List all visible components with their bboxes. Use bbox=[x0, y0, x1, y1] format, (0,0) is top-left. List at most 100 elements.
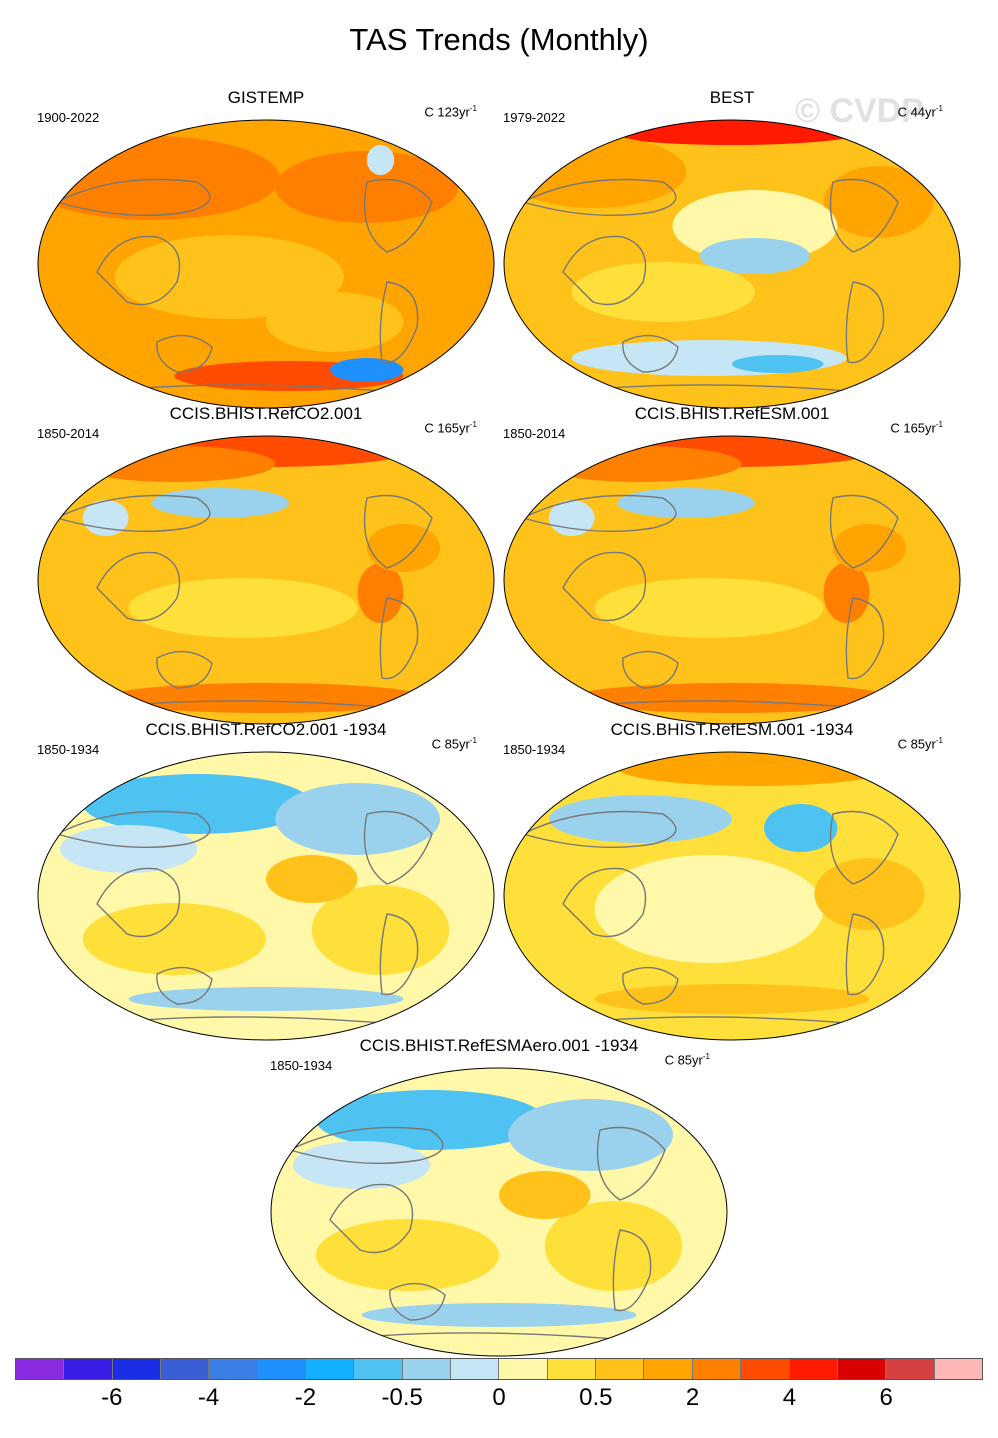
anomaly-region bbox=[764, 804, 838, 852]
panel-period: 1850-2014 bbox=[37, 426, 100, 441]
panel-units: C 44yr-1 bbox=[897, 104, 943, 120]
coastline bbox=[379, 597, 419, 680]
map-panel-refesm: CCIS.BHIST.RefESM.001 1850-2014 C 165yr-… bbox=[503, 404, 961, 728]
panel-period: 1979-2022 bbox=[503, 110, 566, 125]
anomaly-region bbox=[82, 903, 267, 975]
anomaly-region bbox=[105, 683, 427, 713]
globe-outline bbox=[503, 751, 961, 1041]
map-panel-refesm-1934: CCIS.BHIST.RefESM.001 -1934 1850-1934 C … bbox=[503, 720, 961, 1044]
colorbar-swatch bbox=[886, 1359, 935, 1379]
colorbar-tick-label: 4 bbox=[782, 1384, 797, 1411]
panel-period: 1850-1934 bbox=[270, 1058, 333, 1073]
anomaly-region bbox=[508, 1099, 674, 1171]
coastline bbox=[156, 966, 213, 1005]
coastline bbox=[612, 1229, 652, 1312]
coastline bbox=[845, 913, 885, 996]
figure-title: TAS Trends (Monthly) bbox=[349, 22, 649, 57]
watermark: © CVDP bbox=[795, 92, 924, 130]
anomaly-region bbox=[617, 752, 893, 786]
coastline bbox=[96, 867, 181, 938]
anomaly-region bbox=[594, 984, 870, 1014]
anomaly-region bbox=[672, 190, 838, 262]
map-panel-refco2: CCIS.BHIST.RefCO2.001 1850-2014 C 165yr-… bbox=[37, 404, 495, 728]
anomaly-region bbox=[366, 145, 395, 175]
coastline bbox=[521, 178, 677, 217]
coastline bbox=[156, 334, 213, 373]
coastline bbox=[622, 966, 679, 1005]
panel-units: C 85yr-1 bbox=[431, 736, 477, 752]
coastline bbox=[288, 1126, 444, 1165]
panel-period: 1850-2014 bbox=[503, 426, 566, 441]
map-canvas bbox=[503, 751, 961, 1041]
coastline bbox=[379, 281, 419, 364]
map-panel-refco2-1934: CCIS.BHIST.RefCO2.001 -1934 1850-1934 C … bbox=[37, 720, 495, 1044]
colorbar-swatch bbox=[596, 1359, 645, 1379]
colorbar-swatch bbox=[789, 1359, 838, 1379]
colorbar-swatch bbox=[209, 1359, 258, 1379]
coastline bbox=[156, 650, 213, 689]
panel-title: CCIS.BHIST.RefESM.001 -1934 bbox=[610, 720, 854, 739]
colorbar-swatch bbox=[934, 1359, 982, 1379]
panel-period: 1900-2022 bbox=[37, 110, 100, 125]
anomaly-region bbox=[361, 1303, 637, 1327]
anomaly-region bbox=[315, 1090, 545, 1150]
globe-outline bbox=[37, 751, 495, 1041]
colorbar-tick-label: 2 bbox=[685, 1384, 700, 1411]
coastline bbox=[622, 650, 679, 689]
colorbar-swatch bbox=[451, 1359, 500, 1379]
colorbar-swatch bbox=[257, 1359, 307, 1379]
anomaly-region bbox=[128, 987, 404, 1011]
anomaly-region bbox=[544, 1201, 683, 1291]
coastline bbox=[829, 810, 899, 885]
coastline bbox=[55, 178, 211, 217]
globe-outline bbox=[503, 119, 961, 409]
panel-period: 1850-1934 bbox=[503, 742, 566, 757]
anomaly-region bbox=[699, 238, 810, 274]
coastline bbox=[596, 1126, 666, 1201]
anomaly-region bbox=[311, 885, 450, 975]
colorbar-swatch bbox=[306, 1359, 355, 1379]
globe-outline bbox=[37, 435, 495, 725]
coastline bbox=[363, 494, 433, 569]
anomaly-region bbox=[539, 446, 742, 482]
map-canvas bbox=[37, 435, 495, 725]
anomaly-region bbox=[114, 235, 344, 319]
colorbar-swatch bbox=[547, 1359, 597, 1379]
colorbar-tick-label: 0.5 bbox=[579, 1384, 613, 1411]
globe-outline bbox=[503, 435, 961, 725]
panel-units: C 165yr-1 bbox=[424, 420, 477, 436]
coastline bbox=[829, 494, 899, 569]
colorbar-swatch bbox=[354, 1359, 403, 1379]
anomaly-region bbox=[266, 855, 358, 903]
colorbar-tick-label: -4 bbox=[197, 1384, 220, 1411]
map-panel-gistemp: GISTEMP 1900-2022 C 123yr-1 bbox=[37, 88, 495, 412]
map-panel-refesmaero-1934: CCIS.BHIST.RefESMAero.001 -1934 1850-193… bbox=[270, 1036, 728, 1360]
anomaly-region bbox=[832, 524, 907, 572]
anomaly-region bbox=[151, 488, 289, 518]
anomaly-region bbox=[59, 825, 198, 873]
map-canvas bbox=[37, 751, 495, 1041]
anomaly-region bbox=[128, 578, 358, 638]
anomaly-region bbox=[275, 783, 441, 855]
panel-title: GISTEMP bbox=[227, 88, 305, 107]
map-canvas bbox=[503, 119, 961, 409]
anomaly-region bbox=[366, 524, 441, 572]
coastline bbox=[389, 1282, 446, 1321]
anomaly-region bbox=[548, 795, 732, 843]
map-canvas bbox=[270, 1067, 728, 1357]
colorbar-swatch bbox=[837, 1359, 887, 1379]
colorbar-tick-label: -6 bbox=[101, 1384, 123, 1411]
anomaly-region bbox=[823, 166, 934, 238]
coastline bbox=[379, 913, 419, 996]
coastline bbox=[96, 235, 181, 306]
coastline bbox=[329, 1183, 414, 1254]
coastline bbox=[845, 597, 885, 680]
anomaly-region bbox=[330, 358, 404, 382]
panel-title: CCIS.BHIST.RefESMAero.001 -1934 bbox=[359, 1036, 639, 1055]
anomaly-region bbox=[814, 858, 925, 930]
colorbar-tick-label: -0.5 bbox=[381, 1384, 423, 1411]
map-canvas bbox=[503, 435, 961, 725]
coastline bbox=[562, 551, 647, 622]
colorbar-swatch bbox=[402, 1359, 452, 1379]
coastline bbox=[363, 810, 433, 885]
